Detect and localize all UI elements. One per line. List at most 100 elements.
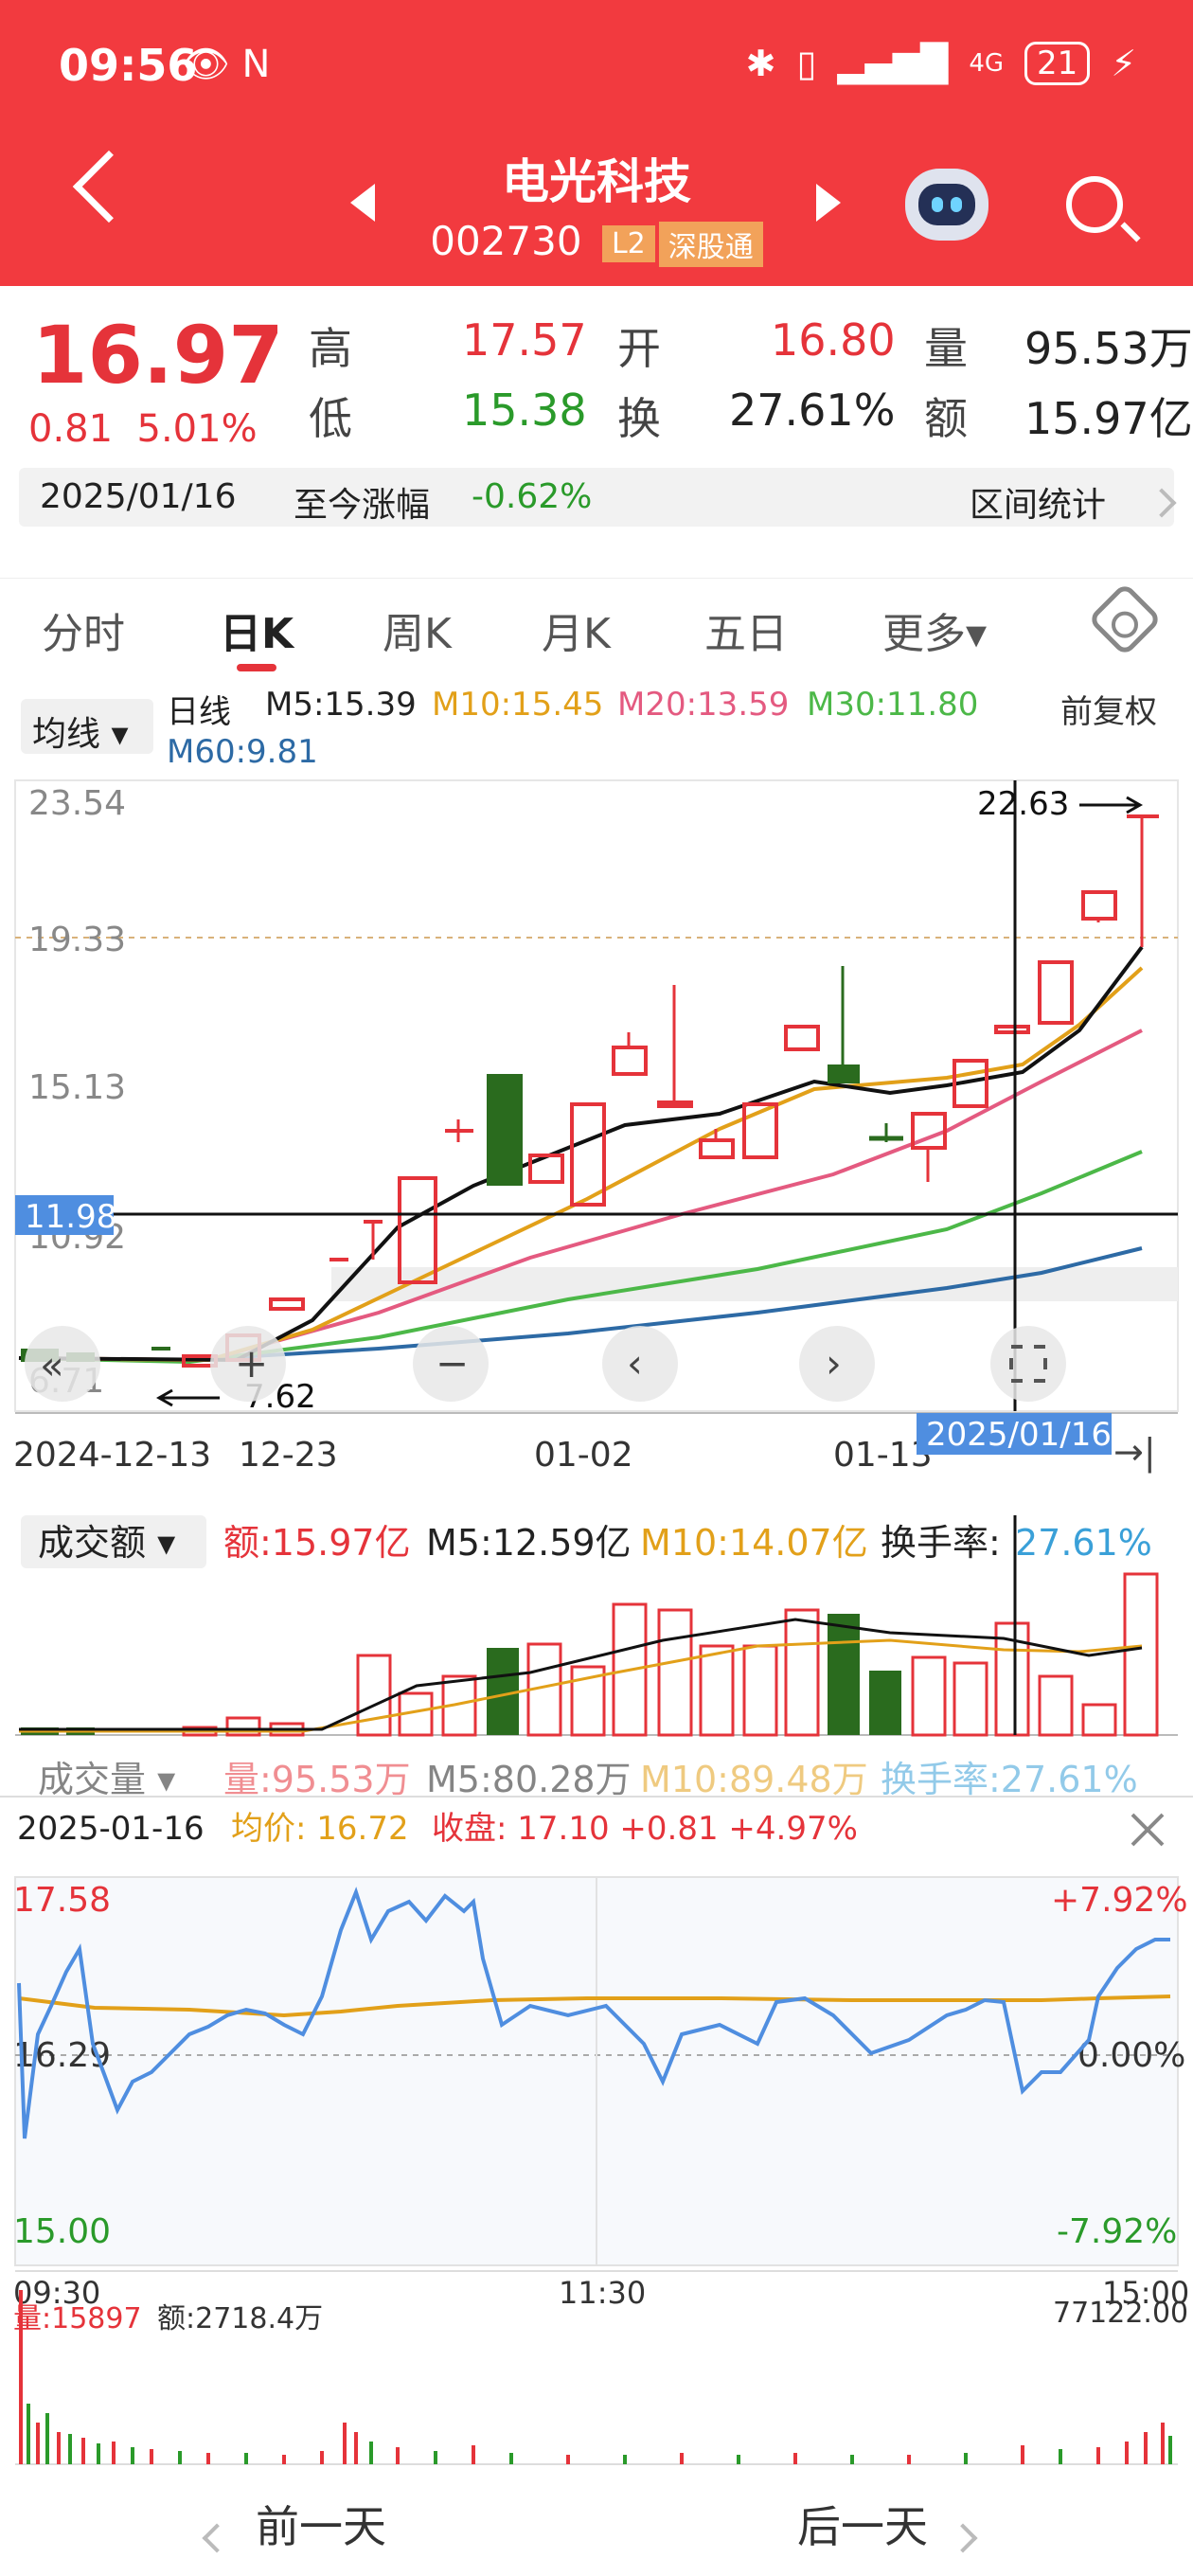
since-value: -0.62% <box>472 477 593 516</box>
app-header: 09:56 👁 N ✱ ▯ ▂▄▆█ 4G 21 ⚡ 电光科技 002730 L… <box>0 0 1193 286</box>
stock-code: 002730 <box>430 218 582 264</box>
charging-icon: ⚡ <box>1111 43 1136 84</box>
svg-text:换手率:27.61%: 换手率:27.61% <box>881 1759 1138 1799</box>
active-tab-indicator <box>237 664 276 671</box>
amount-value: 15.97亿 <box>1024 393 1193 444</box>
intraday-close: 收盘: 17.10 +0.81 +4.97% <box>432 1810 858 1848</box>
level2-tag: L2 <box>601 225 655 262</box>
cursor-date: 2025/01/16 <box>926 1416 1112 1454</box>
scroll-right-button[interactable] <box>799 1326 875 1402</box>
assistant-robot-icon[interactable] <box>905 169 988 241</box>
vibrate-icon: ▯ <box>796 43 817 84</box>
x-label-2: 12-23 <box>239 1436 338 1475</box>
prev-stock-icon[interactable] <box>350 184 375 222</box>
tab-five-day[interactable]: 五日 <box>704 610 788 658</box>
intraday-volume-bars <box>19 2290 1172 2464</box>
selected-date: 2025/01/16 <box>40 477 237 516</box>
jump-latest-icon[interactable]: →| <box>1113 1431 1156 1474</box>
volume-amount: 额:15.97亿 <box>223 1522 411 1564</box>
intraday-time-start: 09:30 <box>13 2275 100 2311</box>
tab-daily-k[interactable]: 日K <box>220 610 294 658</box>
intraday-chart[interactable]: 2025-01-16 均价: 16.72 收盘: 17.10 +0.81 +4.… <box>0 1798 1193 2479</box>
tab-more[interactable]: 更多▾ <box>882 610 988 658</box>
svg-text:量:95.53万: 量:95.53万 <box>223 1759 411 1799</box>
since-label: 至今涨幅 <box>294 486 431 525</box>
range-stat-bar[interactable]: 2025/01/16 至今涨幅 -0.62% 区间统计 <box>19 468 1177 527</box>
intraday-pct-mid: 0.00% <box>1077 2036 1185 2075</box>
cursor-price: 11.98 <box>25 1198 116 1236</box>
stock-name: 电光科技 <box>502 154 691 209</box>
open-label: 开 <box>617 323 661 374</box>
low-value: 15.38 <box>462 385 587 436</box>
battery-icon: 21 <box>1024 42 1091 85</box>
chevron-right-icon <box>1147 483 1177 522</box>
chevron-left-icon <box>202 2508 232 2559</box>
volume-value: 95.53万 <box>1024 323 1193 374</box>
intraday-avg: 均价: 16.72 <box>231 1810 409 1848</box>
search-icon[interactable] <box>1066 176 1123 233</box>
cursor-price-box <box>15 1195 114 1235</box>
intraday-time-end: 15:00 <box>1102 2275 1189 2311</box>
intraday-y-low: 15.00 <box>13 2212 111 2251</box>
intraday-date: 2025-01-16 <box>17 1810 205 1848</box>
scroll-left-button[interactable] <box>602 1326 678 1402</box>
svg-text:›: › <box>826 1340 842 1386</box>
intraday-pct-low: -7.92% <box>1057 2212 1177 2251</box>
status-icons-right: ✱ ▯ ▂▄▆█ 4G 21 ⚡ <box>746 42 1136 85</box>
next-stock-icon[interactable] <box>816 184 841 222</box>
svg-text:成交量 ▾: 成交量 ▾ <box>38 1759 175 1799</box>
volume-header-2: 成交量 ▾ 量:95.53万 M5:80.28万 M10:89.48万 换手率:… <box>38 1759 1138 1799</box>
ma60-value: M60:9.81 <box>167 733 318 771</box>
status-time: 09:56 <box>59 40 198 91</box>
y-label-3: 15.13 <box>28 1068 126 1107</box>
turnover-value: 27.61% <box>729 385 896 436</box>
ma10-value: M10:15.45 <box>432 686 604 724</box>
y-label-1: 23.54 <box>28 784 126 823</box>
next-day-button[interactable]: 后一天 <box>797 2501 928 2552</box>
price-change: 0.81 5.01% <box>28 407 258 451</box>
svg-text:M10:89.48万: M10:89.48万 <box>640 1759 868 1799</box>
intraday-popup: 2025-01-16 均价: 16.72 收盘: 17.10 +0.81 +4.… <box>0 1796 1193 2465</box>
zoom-out-all-button[interactable] <box>25 1326 100 1402</box>
volume-label: 量 <box>924 323 968 374</box>
zoom-in-button[interactable] <box>210 1326 286 1402</box>
x-label-4: 01-13 <box>833 1436 933 1475</box>
ma30-value: M30:11.80 <box>807 686 979 724</box>
turnover-rate-label: 换手率: <box>881 1522 1001 1564</box>
ma-selector-button[interactable]: 均线 ▾ <box>21 699 153 754</box>
open-value: 16.80 <box>771 314 896 366</box>
close-icon[interactable] <box>1131 1813 1165 1847</box>
turnover-rate-value: 27.61% <box>1015 1522 1152 1564</box>
ma20-value: M20:13.59 <box>617 686 790 724</box>
zoom-out-button[interactable] <box>413 1326 489 1402</box>
network-type-icon: 4G <box>969 49 1005 78</box>
day-navigation: 前一天 后一天 <box>0 2481 1193 2576</box>
status-icons-left: 👁 N <box>182 43 271 86</box>
volume-selector-button[interactable] <box>21 1515 206 1568</box>
intraday-pct-high: +7.92% <box>1051 1881 1188 1920</box>
amount-label: 额 <box>924 393 968 444</box>
range-stat-button[interactable]: 区间统计 <box>970 486 1107 525</box>
tab-weekly-k[interactable]: 周K <box>383 610 452 658</box>
prev-day-button[interactable]: 前一天 <box>256 2501 386 2552</box>
volume-m5: M5:12.59亿 <box>426 1522 632 1564</box>
adjust-mode[interactable]: 前复权 <box>1060 693 1157 731</box>
volume-bars <box>15 1515 1178 1737</box>
svg-text:‹: ‹ <box>627 1340 643 1386</box>
status-bar: 09:56 👁 N ✱ ▯ ▂▄▆█ 4G 21 ⚡ <box>0 0 1193 133</box>
current-price: 16.97 <box>32 309 284 402</box>
tab-intraday[interactable]: 分时 <box>42 610 125 658</box>
daily-kline-chart[interactable]: 23.54 19.33 15.13 10.92 6.71 <box>0 777 1193 1799</box>
chevron-right-icon-2 <box>948 2508 978 2559</box>
svg-text:M5:80.28万: M5:80.28万 <box>426 1759 632 1799</box>
intraday-vol-max: 77122.00 <box>1053 2297 1188 2330</box>
intraday-time-mid: 11:30 <box>559 2275 646 2311</box>
volume-selector-label: 成交额 ▾ <box>38 1522 175 1564</box>
chart-tabs: 分时 日K 周K 月K 五日 更多▾ <box>0 578 1193 672</box>
fullscreen-button[interactable] <box>990 1326 1066 1402</box>
stock-code-line: 002730 L2 深股通 <box>0 218 1193 267</box>
svg-text:−: − <box>436 1340 469 1386</box>
volume-m10: M10:14.07亿 <box>640 1522 868 1564</box>
tab-monthly-k[interactable]: 月K <box>542 610 611 658</box>
intraday-y-mid: 16.29 <box>13 2036 111 2075</box>
